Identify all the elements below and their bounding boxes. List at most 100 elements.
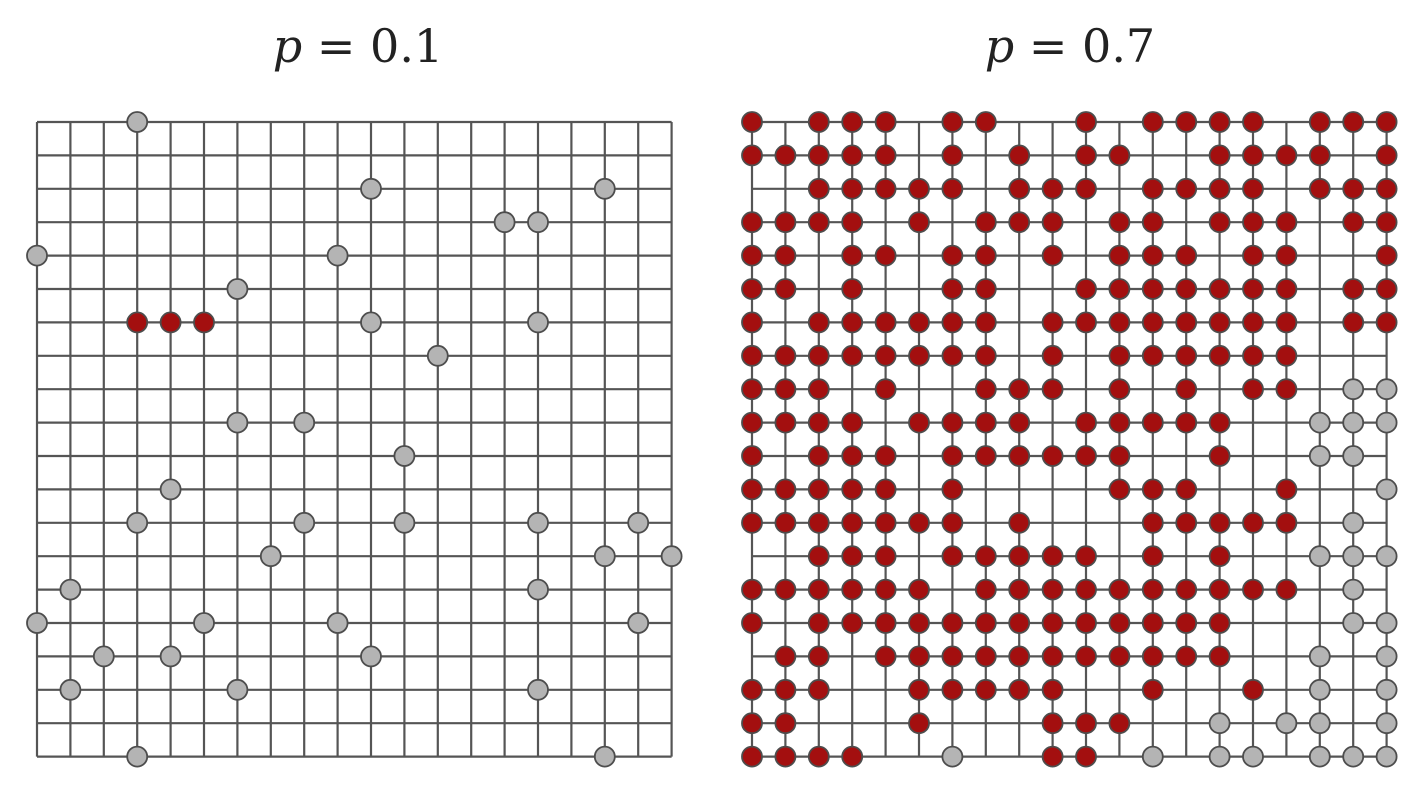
cluster-site — [1041, 344, 1064, 367]
cluster-site — [1375, 144, 1398, 167]
cluster-site — [974, 645, 997, 668]
cluster-site — [974, 545, 997, 568]
cluster-site — [941, 278, 964, 300]
cluster-site — [1041, 211, 1064, 234]
cluster-site — [1008, 177, 1031, 200]
occupied-site — [426, 344, 449, 367]
cluster-site — [1075, 411, 1097, 434]
cluster-site — [1275, 311, 1298, 334]
occupied-site — [1308, 411, 1331, 434]
occupied-site — [527, 578, 549, 601]
occupied-site — [1342, 745, 1365, 768]
cluster-site — [874, 177, 897, 200]
occupied-site — [1242, 745, 1264, 768]
occupied-site — [1375, 645, 1398, 668]
cluster-site — [1175, 244, 1198, 267]
cluster-site — [1041, 545, 1064, 568]
cluster-site — [1208, 144, 1231, 167]
cluster-site — [841, 745, 864, 768]
cluster-site — [741, 578, 763, 601]
cluster-site — [1375, 278, 1398, 300]
cluster-site — [908, 211, 930, 234]
cluster-site — [807, 578, 830, 601]
occupied-site — [326, 612, 349, 634]
cluster-site — [941, 111, 964, 133]
occupied-site — [126, 511, 149, 534]
cluster-site — [1108, 311, 1131, 334]
cluster-site — [1108, 278, 1131, 300]
occupied-site — [527, 211, 549, 234]
cluster-site — [741, 612, 763, 634]
cluster-site — [1375, 244, 1398, 267]
occupied-site — [293, 511, 316, 534]
lattice-right — [741, 111, 1398, 768]
cluster-site — [1141, 545, 1164, 568]
cluster-site — [1075, 278, 1097, 300]
cluster-site — [1308, 177, 1331, 200]
cluster-site — [908, 177, 930, 200]
cluster-site — [774, 578, 797, 601]
occupied-site — [1375, 712, 1398, 735]
cluster-site — [1342, 111, 1365, 133]
cluster-site — [874, 645, 897, 668]
cluster-site — [1242, 311, 1264, 334]
occupied-site — [1375, 678, 1398, 701]
cluster-site — [1275, 278, 1298, 300]
cluster-site — [1008, 545, 1031, 568]
cluster-site — [1108, 645, 1131, 668]
occupied-site — [1375, 478, 1398, 501]
cluster-site — [126, 311, 149, 334]
cluster-site — [807, 378, 830, 401]
title-value: 0.1 — [370, 19, 444, 73]
cluster-site — [874, 511, 897, 534]
cluster-site — [974, 678, 997, 701]
cluster-site — [941, 645, 964, 668]
cluster-site — [1175, 344, 1198, 367]
cluster-site — [941, 445, 964, 467]
title-equals: = — [1014, 19, 1083, 73]
cluster-site — [774, 378, 797, 401]
occupied-site — [1342, 378, 1365, 401]
cluster-site — [1242, 111, 1264, 133]
cluster-site — [841, 211, 864, 234]
occupied-site — [1275, 712, 1298, 735]
cluster-site — [1041, 177, 1064, 200]
occupied-site — [1342, 578, 1365, 601]
cluster-site — [774, 411, 797, 434]
cluster-site — [841, 111, 864, 133]
cluster-site — [1242, 578, 1264, 601]
cluster-site — [874, 344, 897, 367]
cluster-site — [807, 745, 830, 768]
cluster-site — [908, 712, 930, 735]
title-variable: p — [272, 19, 303, 73]
cluster-site — [1075, 745, 1097, 768]
cluster-site — [941, 344, 964, 367]
cluster-site — [841, 445, 864, 467]
cluster-site — [1208, 612, 1231, 634]
cluster-site — [841, 511, 864, 534]
cluster-site — [807, 211, 830, 234]
cluster-site — [974, 578, 997, 601]
cluster-site — [1041, 645, 1064, 668]
occupied-site — [293, 411, 316, 434]
cluster-site — [807, 344, 830, 367]
cluster-site — [1041, 445, 1064, 467]
cluster-site — [841, 612, 864, 634]
cluster-site — [774, 211, 797, 234]
cluster-site — [1242, 177, 1264, 200]
occupied-site — [1308, 645, 1331, 668]
cluster-site — [841, 478, 864, 501]
cluster-site — [1208, 177, 1231, 200]
cluster-site — [974, 111, 997, 133]
cluster-site — [774, 678, 797, 701]
occupied-site — [593, 745, 616, 768]
cluster-site — [741, 278, 763, 300]
cluster-site — [1342, 311, 1365, 334]
cluster-site — [841, 344, 864, 367]
cluster-site — [774, 645, 797, 668]
occupied-site — [59, 678, 82, 701]
cluster-site — [1075, 712, 1097, 735]
occupied-site — [527, 311, 549, 334]
occupied-site — [326, 244, 349, 267]
